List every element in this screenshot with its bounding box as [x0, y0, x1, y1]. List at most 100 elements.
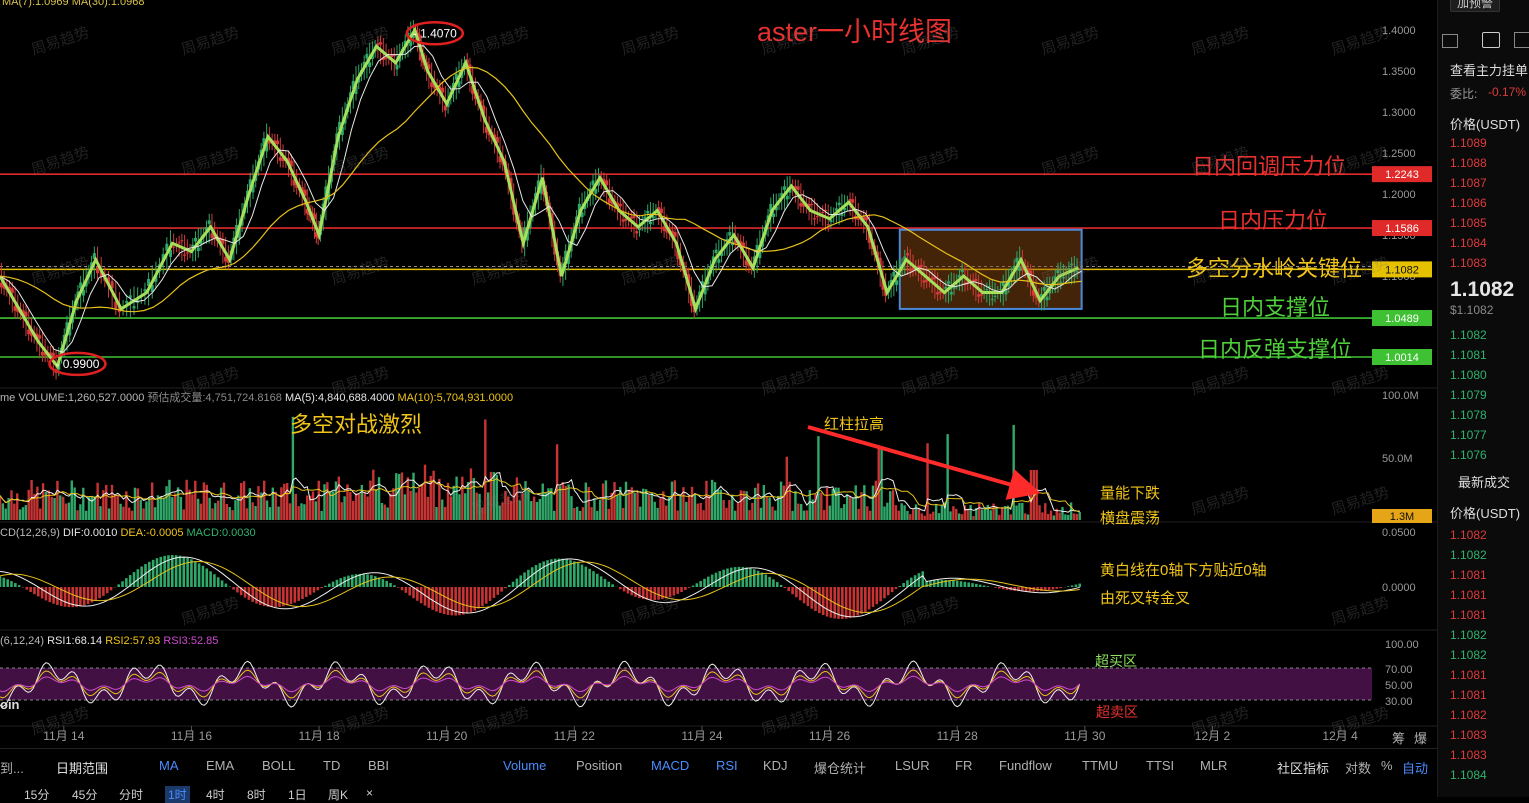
interval-button-5[interactable]: 8时 [247, 786, 266, 803]
volume-bar [320, 511, 322, 520]
volume-bar [639, 507, 641, 520]
volume-bar [111, 485, 113, 520]
level-price-tag-text: 1.0014 [1385, 352, 1419, 364]
macd-bar [309, 587, 312, 595]
volume-bar [240, 483, 242, 520]
bid-price[interactable]: 1.1077 [1450, 428, 1487, 442]
mainforce-orders-link[interactable]: 查看主力挂单 [1450, 60, 1528, 79]
right-fragment-2[interactable]: 爆 [1414, 728, 1427, 747]
indicator-button-13[interactable]: Fundflow [999, 758, 1052, 773]
indicator-button-16[interactable]: MLR [1200, 758, 1227, 773]
volume-bar [840, 508, 842, 520]
interval-button-2[interactable]: 分时 [119, 786, 143, 803]
indicator-button-1[interactable]: EMA [206, 758, 234, 773]
macd-bar [209, 571, 212, 587]
interval-button-6[interactable]: 1日 [288, 786, 307, 803]
volume-bar [1079, 512, 1081, 520]
indicator-button-11[interactable]: LSUR [895, 758, 930, 773]
volume-bar [754, 488, 756, 520]
ask-price[interactable]: 1.1089 [1450, 136, 1487, 150]
ask-price[interactable]: 1.1087 [1450, 176, 1487, 190]
indicator-button-6[interactable]: Position [576, 758, 622, 773]
macd-bar [33, 587, 36, 594]
volume-bar [949, 511, 951, 520]
x-axis-tick-label: 11月 18 [298, 729, 339, 743]
indicator-button-5[interactable]: Volume [503, 758, 546, 773]
macd-bar [194, 561, 197, 587]
indicator-button-0[interactable]: MA [159, 758, 179, 773]
volume-bar [593, 498, 595, 520]
bid-price[interactable]: 1.1076 [1450, 448, 1487, 462]
interval-button-1[interactable]: 45分 [72, 786, 97, 803]
percent-scale-button[interactable]: % [1381, 758, 1393, 773]
volume-bar [395, 473, 397, 520]
list-icon[interactable] [1482, 32, 1500, 48]
date-range-button[interactable]: 日期范围 [56, 758, 108, 777]
ask-price[interactable]: 1.1088 [1450, 156, 1487, 170]
candle-body [14, 306, 17, 311]
indicator-button-2[interactable]: BOLL [262, 758, 295, 773]
toolbar-left-item[interactable]: 到... [0, 758, 24, 777]
close-icon[interactable]: × [366, 786, 373, 800]
candle-body [594, 189, 597, 194]
volume-bar [177, 487, 179, 520]
bid-price[interactable]: 1.1082 [1450, 328, 1487, 342]
macd-bar [148, 562, 151, 587]
macd-bar [351, 575, 354, 587]
indicator-button-8[interactable]: RSI [716, 758, 738, 773]
x-axis-tick-label: 11月 30 [1064, 729, 1105, 743]
volume-bar [303, 504, 305, 520]
macd-bar [401, 587, 404, 590]
volume-bar [217, 501, 219, 520]
interval-button-4[interactable]: 4时 [206, 786, 225, 803]
candle-body [208, 220, 211, 224]
add-alert-button[interactable]: 加预警 [1450, 0, 1500, 11]
macd-bar [328, 584, 331, 587]
community-indicators-button[interactable]: 社区指标 [1277, 758, 1329, 777]
bid-price[interactable]: 1.1078 [1450, 408, 1487, 422]
bid-price[interactable]: 1.1080 [1450, 368, 1487, 382]
volume-bar [254, 506, 256, 520]
right-fragment-1[interactable]: 筹 [1392, 728, 1405, 747]
macd-bar [370, 575, 373, 587]
trade-price: 1.1082 [1450, 648, 1487, 662]
log-scale-button[interactable]: 对数 [1345, 758, 1371, 777]
candle-body [974, 279, 977, 281]
volume-bar [401, 473, 403, 520]
indicator-button-15[interactable]: TTSI [1146, 758, 1174, 773]
macd-bar [225, 584, 228, 587]
grid-icon[interactable] [1514, 32, 1529, 48]
indicator-button-3[interactable]: TD [323, 758, 340, 773]
auto-scale-button[interactable]: 自动 [1402, 758, 1428, 777]
volume-bar [76, 510, 78, 520]
add-alert-label[interactable]: 加预警 [1450, 0, 1500, 12]
indicator-button-7[interactable]: MACD [651, 758, 689, 773]
macd-bar [826, 587, 829, 616]
bid-price[interactable]: 1.1079 [1450, 388, 1487, 402]
macd-bar [106, 587, 109, 593]
macd-bar [29, 587, 32, 592]
indicator-button-12[interactable]: FR [955, 758, 972, 773]
indicator-button-10[interactable]: 爆仓统计 [814, 758, 866, 777]
interval-button-3[interactable]: 1时 [165, 786, 190, 803]
volume-bar [421, 485, 423, 520]
indicator-button-4[interactable]: BBI [368, 758, 389, 773]
bid-price[interactable]: 1.1081 [1450, 348, 1487, 362]
x-axis-tick-label: 12月 4 [1322, 729, 1358, 743]
macd-bar [994, 587, 997, 588]
indicator-button-9[interactable]: KDJ [763, 758, 788, 773]
ask-price[interactable]: 1.1086 [1450, 196, 1487, 210]
indicator-button-14[interactable]: TTMU [1082, 758, 1118, 773]
volume-bar [378, 477, 380, 520]
volume-bar [470, 468, 472, 520]
ask-price[interactable]: 1.1083 [1450, 256, 1487, 270]
layout-icon[interactable] [1442, 34, 1458, 48]
ask-price[interactable]: 1.1085 [1450, 216, 1487, 230]
interval-button-0[interactable]: 15分 [24, 786, 49, 803]
interval-button-7[interactable]: 周K [328, 786, 348, 803]
volume-bar [900, 503, 902, 520]
volume-bar [65, 504, 67, 520]
macd-bar [458, 587, 461, 615]
ask-price[interactable]: 1.1084 [1450, 236, 1487, 250]
